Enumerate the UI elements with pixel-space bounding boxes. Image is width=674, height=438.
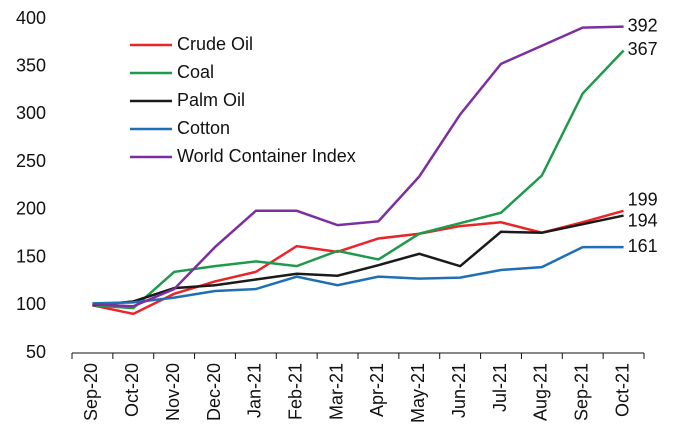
end-label: 194 <box>628 210 658 230</box>
y-tick-label: 400 <box>16 8 46 28</box>
y-tick-label: 300 <box>16 103 46 123</box>
x-tick-label: Sep-21 <box>571 363 591 421</box>
x-tick-label: Sep-20 <box>81 363 101 421</box>
y-tick-label: 100 <box>16 294 46 314</box>
legend-label: Palm Oil <box>177 90 245 110</box>
x-tick-label: Oct-20 <box>122 363 142 417</box>
x-tick-label: May-21 <box>408 363 428 423</box>
series-line <box>92 214 624 307</box>
y-tick-label: 50 <box>26 342 46 362</box>
series-line <box>92 209 624 316</box>
x-tick-label: Feb-21 <box>285 363 305 420</box>
x-tick-label: Dec-20 <box>204 363 224 421</box>
legend-label: Crude Oil <box>177 34 253 54</box>
x-tick-label: Oct-21 <box>612 363 632 417</box>
legend-label: World Container Index <box>177 146 356 166</box>
x-tick-label: Aug-21 <box>531 363 551 421</box>
series-line <box>92 49 625 310</box>
legend-label: Cotton <box>177 118 230 138</box>
y-tick-label: 200 <box>16 199 46 219</box>
end-label: 392 <box>628 15 658 35</box>
end-label: 199 <box>628 190 658 210</box>
x-tick-label: Jan-21 <box>245 363 265 418</box>
x-tick-label: Nov-20 <box>163 363 183 421</box>
end-label: 367 <box>628 39 658 59</box>
legend-label: Coal <box>177 62 214 82</box>
x-tick-label: Jul-21 <box>490 363 510 412</box>
x-tick-label: Jun-21 <box>449 363 469 418</box>
series-line <box>92 25 624 308</box>
end-label: 161 <box>628 236 658 256</box>
y-tick-label: 250 <box>16 151 46 171</box>
series-line <box>92 245 624 305</box>
y-tick-label: 150 <box>16 246 46 266</box>
x-tick-label: Mar-21 <box>326 363 346 420</box>
x-tick-label: Apr-21 <box>367 363 387 417</box>
y-tick-label: 350 <box>16 55 46 75</box>
